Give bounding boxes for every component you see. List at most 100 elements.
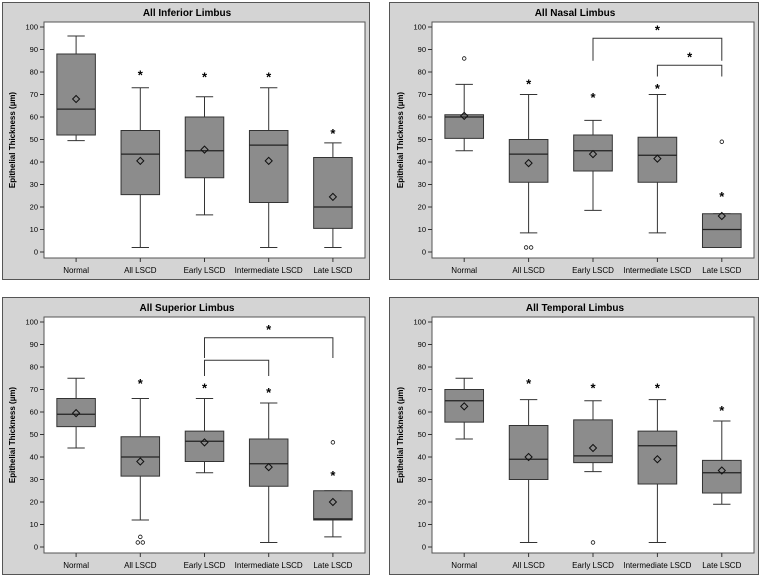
chart-superior: All Superior Limbus Epithelial Thickness … [8, 303, 366, 570]
x-tick-label: All LSCD [124, 561, 157, 570]
box [184, 116, 225, 179]
significance-star: * [138, 67, 144, 82]
mean-marker [459, 111, 469, 121]
x-tick-label: Normal [63, 561, 89, 570]
mean-marker [71, 94, 81, 104]
y-tick-label: 70 [30, 385, 38, 394]
box [120, 130, 161, 196]
y-tick-label: 20 [418, 498, 426, 507]
box [701, 459, 742, 494]
chart-title: All Temporal Limbus [526, 303, 625, 314]
panel-temporal-limbus: All Temporal Limbus Epithelial Thickness … [389, 297, 759, 575]
y-tick-label: 50 [30, 135, 38, 144]
significance-star: * [526, 76, 532, 91]
significance-bracket [656, 64, 723, 77]
significance-bracket [204, 359, 270, 376]
mean-marker [328, 497, 338, 507]
significance-star: * [266, 70, 272, 85]
significance-star: * [330, 126, 336, 141]
y-tick-label: 10 [418, 225, 426, 234]
mean-marker [653, 455, 662, 464]
x-tick-label: All LSCD [512, 266, 545, 275]
box [248, 130, 289, 203]
mean-marker [653, 154, 662, 163]
significance-star: * [590, 380, 596, 395]
y-tick-label: 90 [30, 340, 38, 349]
box [56, 398, 96, 428]
x-tick-label: Intermediate LSCD [623, 561, 691, 570]
chart-nasal: All Nasal Limbus Epithelial Thickness (µm… [396, 8, 755, 275]
y-tick-label: 10 [30, 225, 38, 234]
y-tick-label: 60 [418, 408, 426, 417]
x-tick-label: Early LSCD [572, 561, 614, 570]
outlier-point [523, 245, 529, 250]
mean-marker [136, 457, 145, 466]
significance-star: * [266, 385, 272, 400]
mean-marker [136, 156, 145, 166]
significance-star: * [526, 376, 532, 391]
bracket-star: * [687, 49, 693, 64]
significance-bracket [592, 37, 723, 61]
significance-star: * [719, 189, 725, 204]
significance-star: * [590, 90, 596, 105]
bracket-star: * [655, 22, 661, 37]
y-tick-label: 50 [418, 135, 426, 144]
y-tick-label: 70 [418, 385, 426, 394]
y-tick-label: 20 [30, 203, 38, 212]
y-tick-label: 80 [30, 68, 38, 77]
chart-title: All Superior Limbus [139, 303, 234, 314]
box [508, 425, 549, 480]
x-tick-label: Intermediate LSCD [235, 561, 303, 570]
y-tick-label: 60 [30, 113, 38, 122]
y-tick-label: 20 [418, 203, 426, 212]
outlier-point [528, 245, 534, 250]
y-tick-label: 40 [418, 158, 426, 167]
outlier-point [138, 534, 143, 540]
y-tick-label: 100 [25, 318, 38, 327]
x-tick-label: Early LSCD [184, 266, 226, 275]
y-tick-label: 10 [418, 520, 426, 529]
x-tick-label: All LSCD [512, 561, 545, 570]
y-tick-label: 40 [418, 453, 426, 462]
significance-star: * [202, 70, 208, 85]
x-tick-label: Normal [451, 266, 477, 275]
box [248, 438, 289, 487]
mean-marker [588, 443, 598, 453]
outlier-point [140, 540, 145, 545]
y-tick-label: 100 [413, 318, 426, 327]
y-tick-label: 90 [418, 45, 426, 54]
mean-marker [524, 452, 533, 462]
panel-superior-limbus: All Superior Limbus Epithelial Thickness … [2, 297, 370, 575]
y-tick-label: 0 [422, 248, 426, 257]
x-tick-label: Late LSCD [702, 561, 741, 570]
chart-title: All Nasal Limbus [535, 8, 616, 19]
y-axis-label: Epithelial Thickness (µm) [396, 92, 405, 189]
y-tick-label: 90 [30, 45, 38, 54]
significance-star: * [655, 380, 661, 395]
mean-marker [200, 438, 209, 447]
x-tick-label: Late LSCD [313, 561, 352, 570]
outlier-point [461, 56, 467, 61]
y-tick-label: 10 [30, 520, 38, 529]
significance-star: * [719, 403, 725, 418]
y-tick-label: 50 [30, 430, 38, 439]
outlier-point [135, 540, 140, 545]
y-tick-label: 0 [34, 248, 38, 257]
x-tick-label: Late LSCD [702, 266, 741, 275]
chart-title: All Inferior Limbus [143, 8, 232, 19]
mean-marker [200, 145, 209, 154]
significance-star: * [330, 468, 336, 483]
y-tick-label: 80 [418, 363, 426, 372]
box [637, 136, 678, 183]
mean-marker [264, 462, 273, 472]
x-tick-label: Early LSCD [184, 561, 226, 570]
mean-marker [264, 156, 273, 166]
x-tick-label: All LSCD [124, 266, 157, 275]
mean-marker [717, 466, 727, 475]
box [508, 139, 549, 183]
y-tick-label: 80 [30, 363, 38, 372]
y-tick-label: 0 [422, 543, 426, 552]
y-tick-label: 60 [418, 113, 426, 122]
significance-star: * [138, 376, 144, 391]
outlier-point [719, 139, 724, 144]
